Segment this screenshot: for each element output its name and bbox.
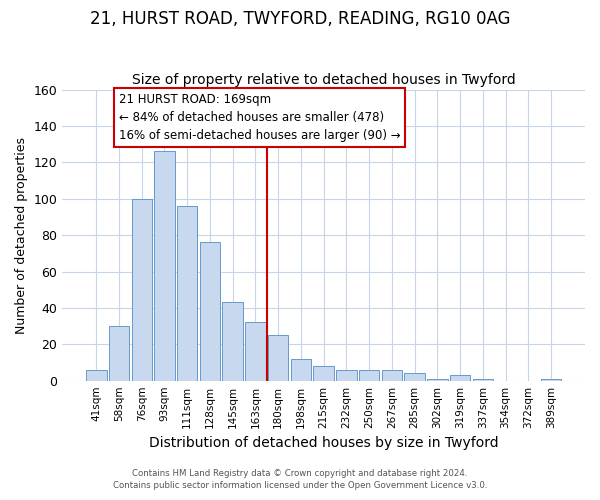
Bar — [382, 370, 402, 380]
Bar — [427, 379, 448, 380]
Text: 21 HURST ROAD: 169sqm
← 84% of detached houses are smaller (478)
16% of semi-det: 21 HURST ROAD: 169sqm ← 84% of detached … — [119, 93, 401, 142]
Text: 21, HURST ROAD, TWYFORD, READING, RG10 0AG: 21, HURST ROAD, TWYFORD, READING, RG10 0… — [90, 10, 510, 28]
Bar — [223, 302, 243, 380]
Bar — [268, 335, 289, 380]
Text: Contains HM Land Registry data © Crown copyright and database right 2024.
Contai: Contains HM Land Registry data © Crown c… — [113, 468, 487, 490]
Bar — [177, 206, 197, 380]
Bar — [404, 374, 425, 380]
Bar — [154, 152, 175, 380]
Bar — [109, 326, 129, 380]
Y-axis label: Number of detached properties: Number of detached properties — [15, 136, 28, 334]
Bar — [336, 370, 356, 380]
Bar — [290, 359, 311, 380]
Bar — [541, 379, 561, 380]
Bar — [245, 322, 266, 380]
X-axis label: Distribution of detached houses by size in Twyford: Distribution of detached houses by size … — [149, 436, 499, 450]
Bar — [473, 379, 493, 380]
Bar — [313, 366, 334, 380]
Bar — [86, 370, 107, 380]
Bar — [200, 242, 220, 380]
Bar — [359, 370, 379, 380]
Bar — [131, 198, 152, 380]
Title: Size of property relative to detached houses in Twyford: Size of property relative to detached ho… — [132, 73, 515, 87]
Bar — [450, 375, 470, 380]
